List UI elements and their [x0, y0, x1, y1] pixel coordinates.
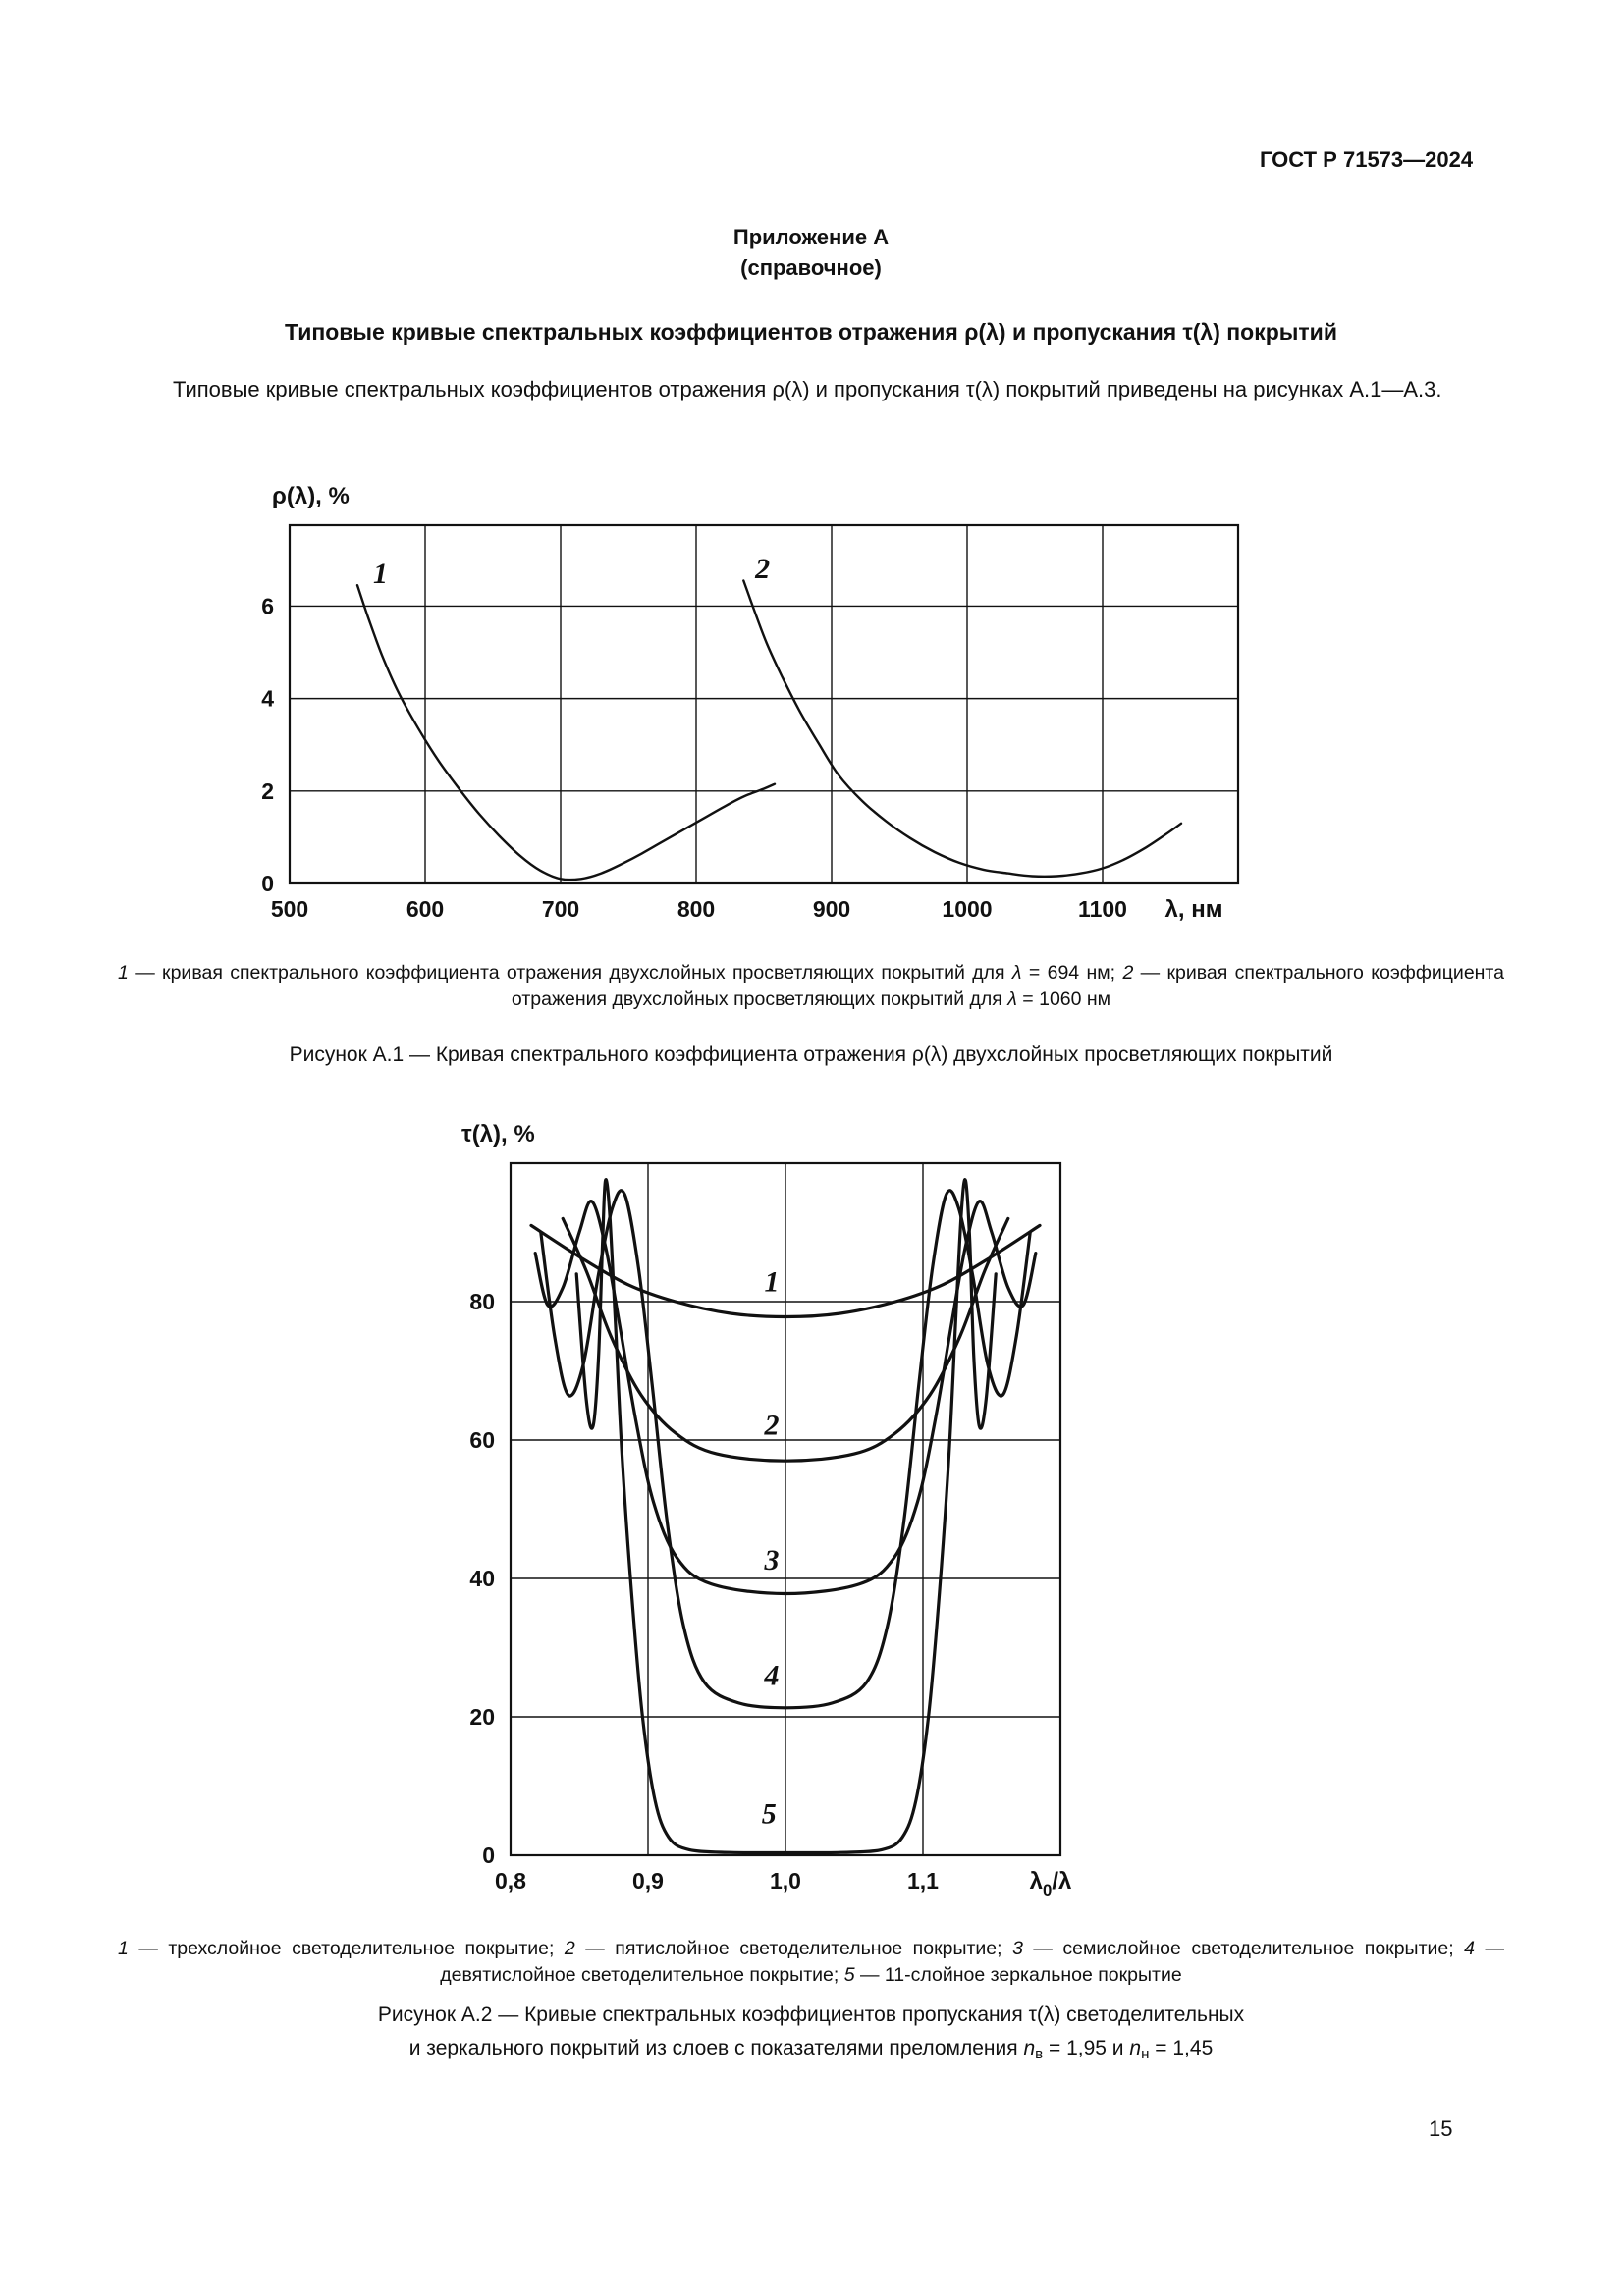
x-tick-label: 800 — [677, 896, 715, 922]
y-tick-label: 20 — [469, 1704, 495, 1730]
axis-ylabel: τ(λ), % — [461, 1121, 535, 1148]
appendix-kind: (справочное) — [740, 255, 882, 280]
appendix-heading: Приложение А (справочное) — [118, 222, 1504, 283]
plot-border — [509, 1161, 1062, 1857]
curve-label-4: 4 — [764, 1660, 780, 1692]
curve-2 — [742, 579, 1183, 878]
x-tick-label: 0,9 — [632, 1868, 664, 1894]
y-tick-label: 6 — [261, 593, 274, 618]
plot-border — [288, 523, 1240, 885]
y-tick-label: 4 — [261, 686, 274, 712]
curve-label-1: 1 — [373, 558, 388, 590]
axis-xlabel: λ, нм — [1165, 896, 1223, 923]
y-tick-label: 0 — [261, 871, 274, 896]
x-tick-label: 0,8 — [495, 1868, 526, 1894]
y-tick-label: 40 — [469, 1566, 495, 1591]
x-tick-label: 1100 — [1078, 896, 1127, 922]
figure-a1-caption: Рисунок А.1 — Кривая спектрального коэфф… — [289, 1043, 1333, 1066]
page-number: 15 — [1429, 2116, 1453, 2141]
y-tick-label: 0 — [482, 1842, 495, 1868]
figure-a1-legend: 1 — кривая спектрального коэффициента от… — [118, 962, 1504, 1010]
curve-label-1: 1 — [765, 1265, 780, 1298]
figure-a2-caption: Рисунок А.2 — Кривые спектральных коэффи… — [377, 2003, 1245, 2063]
axis-xlabel: λ0/λ — [1030, 1868, 1072, 1899]
document-code: ГОСТ Р 71573—2024 — [1260, 147, 1474, 172]
x-tick-label: 500 — [271, 896, 308, 922]
intro-paragraph: Типовые кривые спектральных коэффициенто… — [173, 377, 1442, 401]
curve-5 — [574, 1178, 998, 1855]
figure-a2-legend: 1 — трехслойное светоделительное покрыти… — [118, 1938, 1505, 1986]
appendix-label: Приложение А — [732, 225, 890, 249]
y-tick-label: 60 — [469, 1427, 495, 1453]
y-tick-label: 2 — [261, 778, 274, 804]
curve-label-2: 2 — [764, 1409, 780, 1441]
y-tick-label: 80 — [469, 1289, 495, 1314]
axis-ylabel: ρ(λ), % — [272, 483, 350, 509]
curve-1 — [355, 584, 777, 881]
figure-a1-chart: 500 600 700 800 900 1000 1100 0 2 4 6 ρ(λ), % λ, нм 1… — [261, 483, 1240, 923]
x-tick-label: 900 — [813, 896, 850, 922]
curve-3 — [533, 1200, 1038, 1596]
section-title: Типовые кривые спектральных коэффициенто… — [285, 319, 1337, 345]
x-tick-label: 1,0 — [770, 1868, 801, 1894]
curve-label-5: 5 — [762, 1798, 777, 1831]
x-tick-label: 600 — [406, 896, 444, 922]
figure-a2-chart: 0,8 0,9 1,0 1,1 0 20 40 60 80 τ(λ), % λ0/λ 1 2 3 4 5 — [461, 1121, 1072, 1899]
curve-label-3: 3 — [764, 1544, 780, 1576]
curve-label-2: 2 — [754, 553, 770, 585]
curve-2 — [561, 1216, 1010, 1463]
x-tick-label: 700 — [542, 896, 579, 922]
x-tick-label: 1,1 — [907, 1868, 939, 1894]
x-tick-label: 1000 — [942, 896, 992, 922]
